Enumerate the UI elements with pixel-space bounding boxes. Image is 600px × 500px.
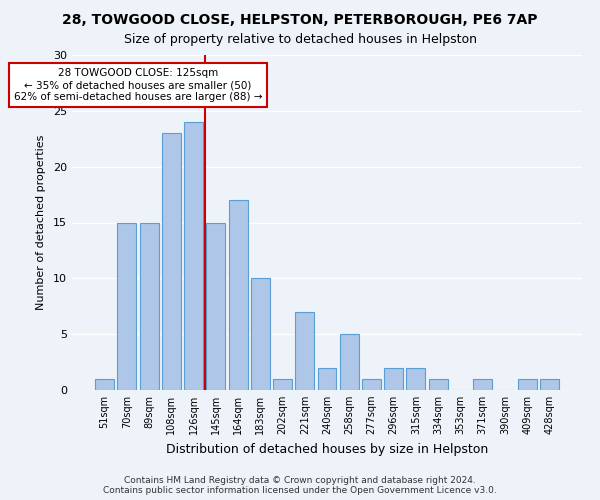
Bar [317, 368, 337, 390]
Bar [184, 122, 203, 390]
Bar [140, 222, 158, 390]
Y-axis label: Number of detached properties: Number of detached properties [36, 135, 46, 310]
Bar [340, 334, 359, 390]
Bar [362, 379, 381, 390]
Text: 28 TOWGOOD CLOSE: 125sqm
← 35% of detached houses are smaller (50)
62% of semi-d: 28 TOWGOOD CLOSE: 125sqm ← 35% of detach… [14, 68, 262, 102]
Bar [295, 312, 314, 390]
Bar [229, 200, 248, 390]
Bar [162, 133, 181, 390]
Bar [206, 222, 225, 390]
Bar [518, 379, 536, 390]
Text: 28, TOWGOOD CLOSE, HELPSTON, PETERBOROUGH, PE6 7AP: 28, TOWGOOD CLOSE, HELPSTON, PETERBOROUG… [62, 12, 538, 26]
Bar [118, 222, 136, 390]
Bar [273, 379, 292, 390]
Bar [540, 379, 559, 390]
Bar [429, 379, 448, 390]
Bar [473, 379, 492, 390]
Text: Size of property relative to detached houses in Helpston: Size of property relative to detached ho… [124, 32, 476, 46]
Bar [384, 368, 403, 390]
Text: Contains HM Land Registry data © Crown copyright and database right 2024.
Contai: Contains HM Land Registry data © Crown c… [103, 476, 497, 495]
Bar [95, 379, 114, 390]
Bar [406, 368, 425, 390]
X-axis label: Distribution of detached houses by size in Helpston: Distribution of detached houses by size … [166, 442, 488, 456]
Bar [251, 278, 270, 390]
